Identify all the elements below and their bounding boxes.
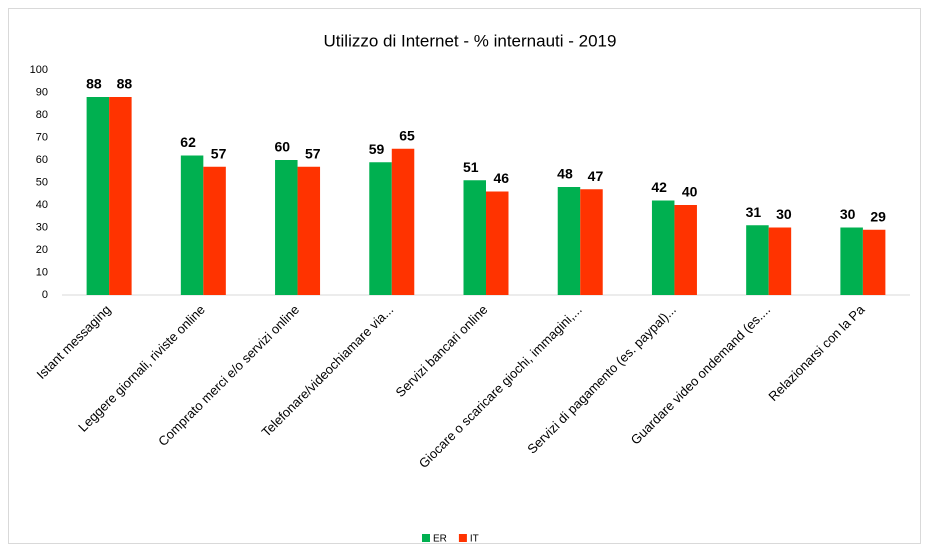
data-label: 62 bbox=[180, 134, 196, 150]
data-label: 29 bbox=[870, 208, 886, 224]
y-tick-label: 30 bbox=[36, 221, 48, 233]
bar bbox=[580, 189, 603, 295]
data-label: 46 bbox=[493, 170, 509, 186]
data-label: 57 bbox=[211, 145, 227, 161]
bar bbox=[486, 191, 509, 295]
bar bbox=[180, 155, 204, 295]
bar bbox=[862, 229, 886, 295]
data-label: 88 bbox=[117, 76, 133, 92]
bar bbox=[203, 166, 226, 295]
data-label: 65 bbox=[399, 127, 415, 143]
data-label: 60 bbox=[275, 139, 291, 155]
y-tick-label: 100 bbox=[30, 64, 48, 76]
data-label: 88 bbox=[86, 76, 102, 92]
data-label: 30 bbox=[776, 206, 792, 222]
data-label: 47 bbox=[588, 168, 604, 184]
y-tick-label: 0 bbox=[42, 289, 48, 301]
bar bbox=[391, 148, 415, 295]
bar bbox=[369, 162, 392, 295]
legend-label: ER bbox=[433, 534, 447, 545]
data-label: 30 bbox=[840, 206, 856, 222]
data-label: 40 bbox=[682, 184, 698, 200]
legend-label: IT bbox=[470, 534, 479, 545]
legend-swatch bbox=[422, 534, 430, 542]
data-label: 48 bbox=[557, 166, 573, 182]
y-tick-label: 70 bbox=[36, 131, 48, 143]
y-tick-label: 60 bbox=[36, 154, 48, 166]
bar bbox=[746, 225, 769, 295]
y-tick-label: 20 bbox=[36, 244, 48, 256]
bar bbox=[768, 227, 792, 295]
data-label: 31 bbox=[746, 204, 762, 220]
y-tick-label: 50 bbox=[36, 176, 48, 188]
data-label: 59 bbox=[369, 141, 385, 157]
bar bbox=[463, 180, 486, 295]
data-label: 51 bbox=[463, 159, 479, 175]
chart-title: Utilizzo di Internet - % internauti - 20… bbox=[324, 31, 617, 50]
bar bbox=[557, 187, 581, 295]
bar bbox=[275, 160, 298, 295]
bar bbox=[651, 200, 675, 295]
y-tick-label: 40 bbox=[36, 199, 48, 211]
y-tick-label: 10 bbox=[36, 266, 48, 278]
data-label: 57 bbox=[305, 145, 321, 161]
bar bbox=[109, 97, 132, 295]
bar bbox=[86, 97, 110, 295]
bar bbox=[674, 205, 697, 295]
y-tick-label: 90 bbox=[36, 86, 48, 98]
y-tick-label: 80 bbox=[36, 109, 48, 121]
legend-swatch bbox=[458, 534, 467, 542]
data-label: 42 bbox=[651, 179, 667, 195]
bar bbox=[840, 227, 863, 295]
bar bbox=[297, 166, 321, 295]
